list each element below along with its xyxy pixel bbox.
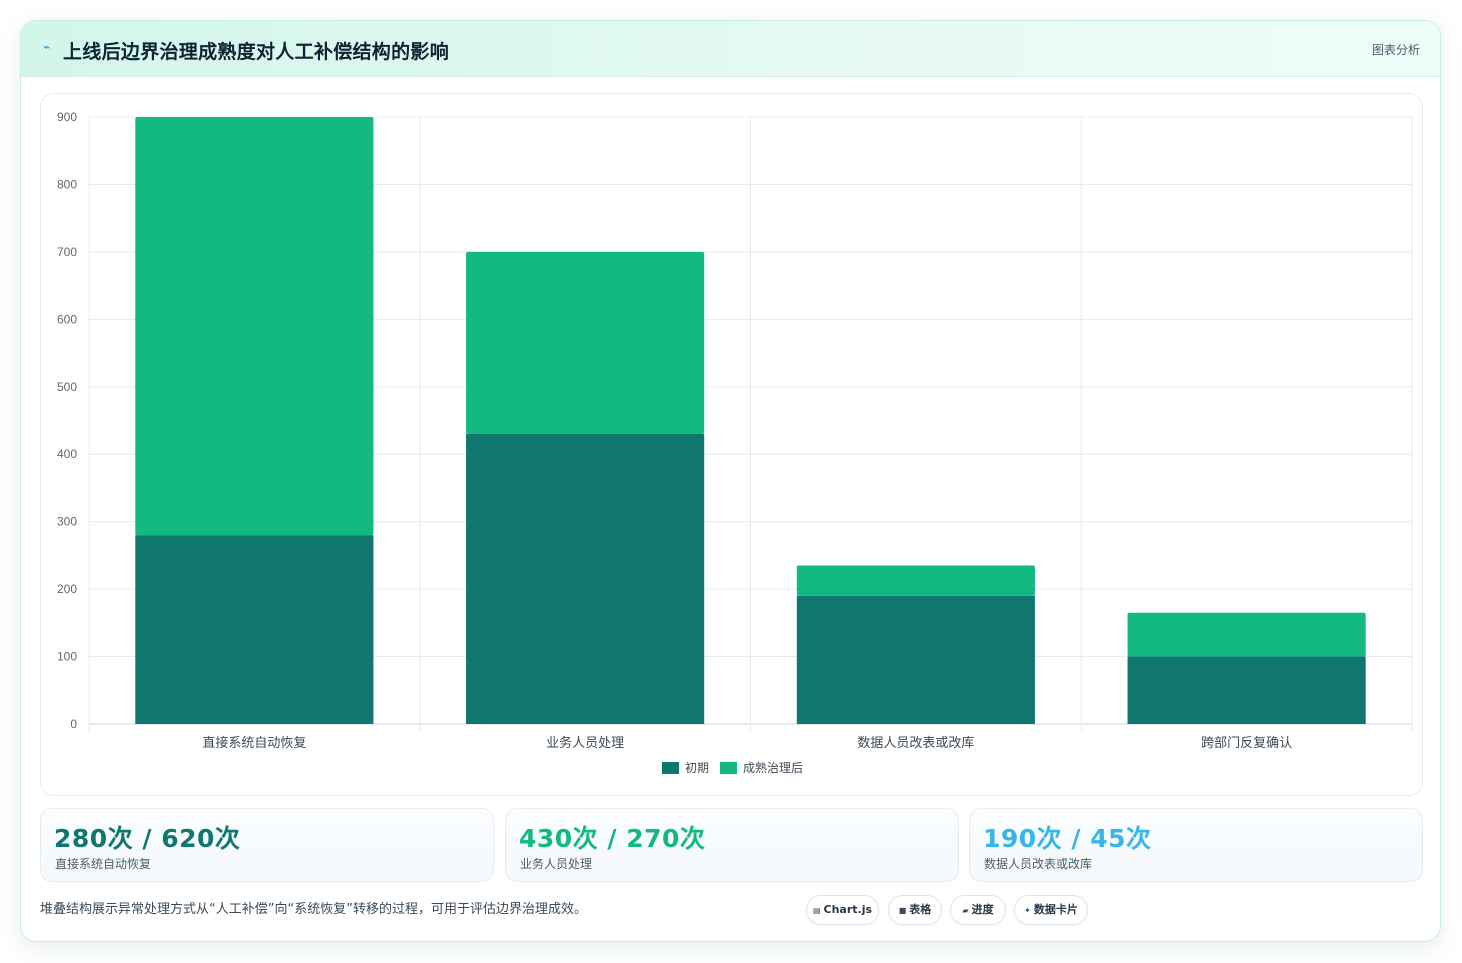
legend-label: 初期 (685, 761, 709, 775)
pulse-icon: ⌁ (43, 40, 51, 54)
x-tick-label: 业务人员处理 (546, 735, 624, 750)
chip-label: 进度 (971, 903, 994, 916)
stat-label: 业务人员处理 (520, 857, 593, 871)
chip-table[interactable]: ■ 表格 (888, 895, 942, 925)
stat-value: 430次 / 270次 (519, 824, 706, 853)
progress-icon: ▰ (962, 906, 969, 915)
header-tag: 图表分析 (1371, 43, 1420, 57)
y-tick-label: 0 (70, 717, 77, 731)
y-tick-label: 400 (57, 447, 77, 461)
chip-progress[interactable]: ▰ 进度 (950, 895, 1006, 925)
stat-card: 280次 / 620次 直接系统自动恢复 (40, 808, 494, 882)
bar-segment (466, 251, 705, 434)
bar-segment (135, 535, 374, 724)
page-title: 上线后边界治理成熟度对人工补偿结构的影响 (63, 41, 450, 63)
bar-segment (135, 117, 374, 536)
footnote: 堆叠结构展示异常处理方式从“人工补偿”向“系统恢复”转移的过程，可用于评估边界治… (40, 902, 587, 917)
stat-cards: 280次 / 620次 直接系统自动恢复 430次 / 270次 业务人员处理 … (40, 808, 1423, 882)
chip-label: Chart.js (823, 903, 873, 916)
stacked-bar-chart: 0 100 200 300 400 500 600 700 800 900 直接系统自动恢复 业务人员… (57, 110, 1413, 775)
stat-label: 数据人员改表或改库 (984, 857, 1093, 871)
y-tick-label: 500 (57, 380, 77, 394)
stat-value: 190次 / 45次 (983, 824, 1152, 853)
legend-label: 成熟治理后 (743, 760, 803, 775)
legend-swatch (662, 762, 679, 774)
x-tick-label: 数据人员改表或改库 (857, 735, 974, 750)
chart-icon: ▤ (812, 906, 821, 915)
y-tick-label: 900 (57, 110, 77, 124)
chip-datacard[interactable]: ✦ 数据卡片 (1014, 895, 1088, 925)
chip-chartjs[interactable]: ▤ Chart.js (806, 895, 879, 925)
chart-container: 0 100 200 300 400 500 600 700 800 900 直接系统自动恢复 业务人员… (40, 93, 1423, 796)
bar-segment (796, 565, 1035, 596)
y-tick-label: 800 (57, 177, 77, 191)
x-tick-label: 跨部门反复确认 (1201, 735, 1292, 750)
bar-segment (1127, 612, 1366, 657)
table-icon: ■ (898, 906, 907, 915)
y-tick-label: 100 (57, 650, 77, 664)
card-header: ⌁ 上线后边界治理成熟度对人工补偿结构的影响 图表分析 (21, 21, 1440, 77)
chart-card: ⌁ 上线后边界治理成熟度对人工补偿结构的影响 图表分析 0 100 200 300 40… (20, 20, 1441, 942)
y-tick-label: 700 (57, 245, 77, 259)
chip-label: 表格 (909, 903, 932, 916)
sparkle-icon: ✦ (1024, 906, 1031, 915)
stat-label: 直接系统自动恢复 (55, 857, 152, 871)
bar-segment (1127, 656, 1366, 724)
chip-label: 数据卡片 (1033, 903, 1078, 916)
stat-value: 280次 / 620次 (54, 824, 241, 853)
y-tick-label: 200 (57, 582, 77, 596)
y-tick-label: 600 (57, 312, 77, 326)
bar-segment (796, 595, 1035, 724)
stat-card: 430次 / 270次 业务人员处理 (505, 808, 959, 882)
y-tick-label: 300 (57, 515, 77, 529)
bar-segment (466, 433, 705, 724)
x-tick-label: 直接系统自动恢复 (202, 735, 306, 750)
legend-swatch (720, 762, 737, 774)
stat-card: 190次 / 45次 数据人员改表或改库 (969, 808, 1423, 882)
